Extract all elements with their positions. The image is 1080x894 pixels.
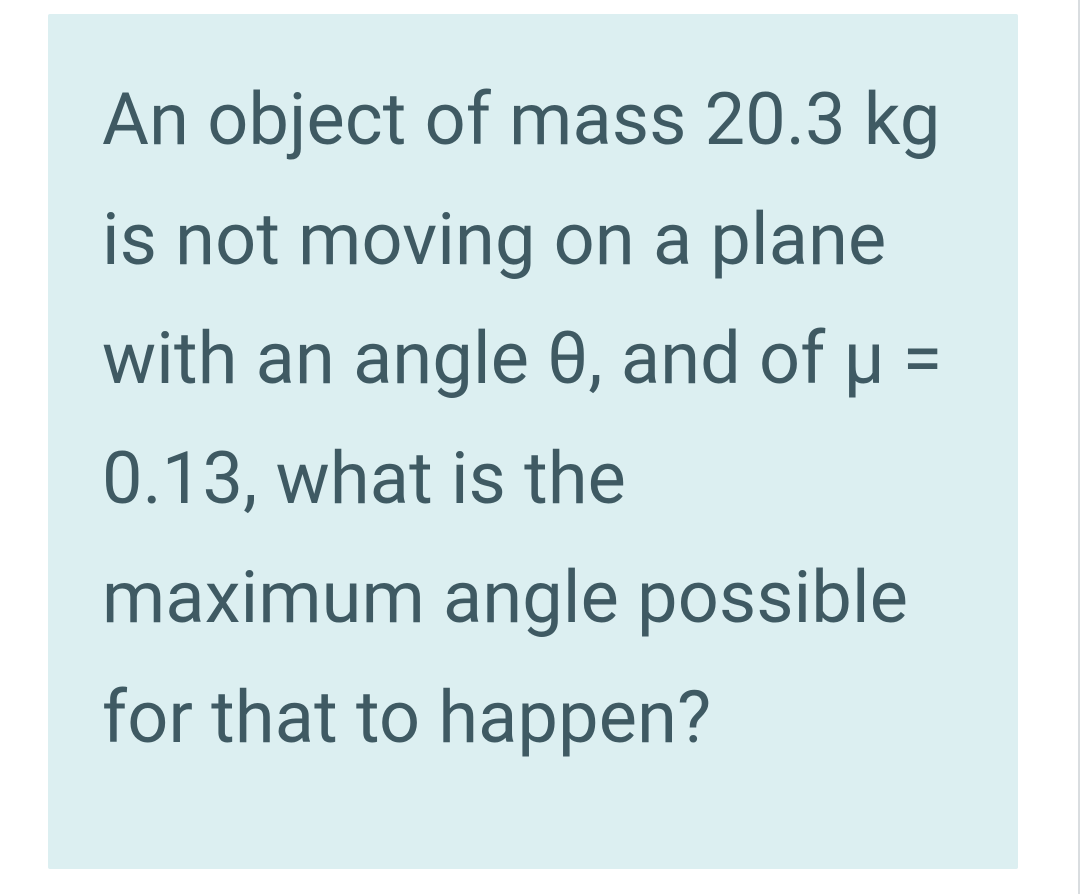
- page: An object of mass 20.3 kg is not moving …: [0, 0, 1080, 894]
- question-text: An object of mass 20.3 kg is not moving …: [102, 60, 964, 777]
- question-card: An object of mass 20.3 kg is not moving …: [48, 14, 1018, 869]
